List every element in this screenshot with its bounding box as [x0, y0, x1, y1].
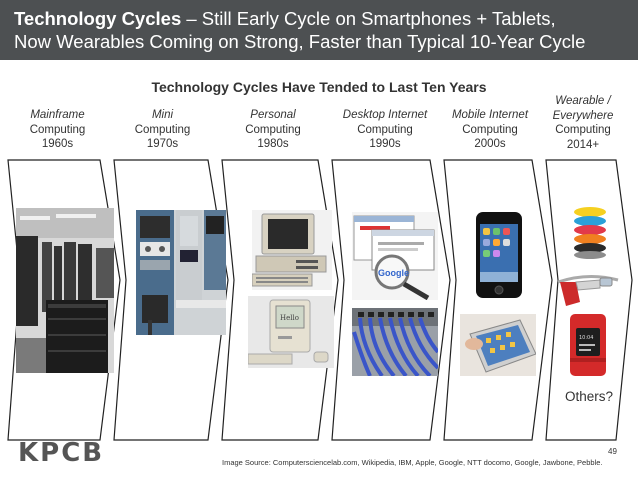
era-kind: Wearable / [555, 95, 611, 107]
slide-title-line-1: Technology Cycles – Still Early Cycle on… [14, 8, 556, 30]
era-period: 1970s [146, 138, 179, 150]
svg-text:10:04: 10:04 [579, 335, 593, 341]
slide-title-rest: – Still Early Cycle on Smartphones + Tab… [181, 8, 556, 29]
page-number: 49 [608, 447, 617, 456]
glass-photo [556, 268, 620, 308]
browser-search-photo: Google [352, 212, 438, 300]
macintosh-photo: Hello [248, 296, 334, 368]
era-name: Computing [555, 124, 611, 136]
era-name: Computing [462, 123, 518, 136]
chevron-wearable [545, 159, 633, 441]
image-source-note: Image Source: Computersciencelab.com, Wi… [222, 458, 603, 467]
subtitle: Technology Cycles Have Tended to Last Te… [151, 79, 487, 95]
chevron-desktop [331, 159, 451, 441]
slide-title-line-2: Now Wearables Coming on Strong, Faster t… [14, 31, 586, 52]
iphone-photo [474, 212, 524, 298]
era-period: 2000s [474, 138, 506, 150]
era-period: 1980s [257, 138, 289, 150]
svg-text:Hello: Hello [280, 314, 299, 322]
era-label-mini: Mini Computing 1970s [120, 108, 205, 152]
era-name: Computing [357, 123, 413, 136]
svg-text:Google: Google [378, 268, 409, 278]
era-kind: Desktop Internet [342, 109, 428, 121]
chevron-mobile [443, 159, 553, 441]
chevron-personal [221, 159, 339, 441]
fitness-bands-photo [568, 204, 612, 260]
era-label-personal: Personal Computing 1980s [228, 108, 318, 152]
era-period: 1960s [41, 138, 74, 150]
tablet-photo [460, 314, 536, 376]
era-label-mobile-internet: Mobile Internet Computing 2000s [440, 108, 540, 152]
era-name: Computing [245, 123, 301, 136]
era-kind: Mobile Internet [451, 109, 529, 121]
era-name: Computing [29, 123, 86, 136]
chevron-mini [113, 159, 229, 441]
others-label: Others? [565, 389, 614, 404]
era-kind: Personal [250, 109, 296, 121]
kpcb-logo: KPCB [18, 438, 105, 468]
era-label-mainframe: Mainframe Computing 1960s [15, 108, 100, 152]
era-kind: Mini [151, 109, 174, 121]
title-bar: Technology Cycles – Still Early Cycle on… [0, 0, 638, 60]
mainframe-photo [16, 208, 114, 373]
mini-computer-photo [136, 210, 226, 335]
era-kind: Mainframe [30, 109, 85, 121]
era-period: 1990s [369, 138, 401, 150]
network-cables-photo [352, 308, 438, 376]
era-period: 2014+ [566, 138, 600, 151]
era-kind-2: Everywhere [552, 109, 614, 122]
slide-title-bold: Technology Cycles [14, 8, 182, 29]
ibm-pc-photo [252, 210, 332, 290]
era-label-desktop-internet: Desktop Internet Computing 1990s [330, 108, 440, 152]
smartwatch-photo: 10:04 [568, 314, 608, 376]
era-label-wearable: Wearable / Everywhere Computing 2014+ [538, 94, 628, 152]
era-name: Computing [134, 123, 191, 136]
